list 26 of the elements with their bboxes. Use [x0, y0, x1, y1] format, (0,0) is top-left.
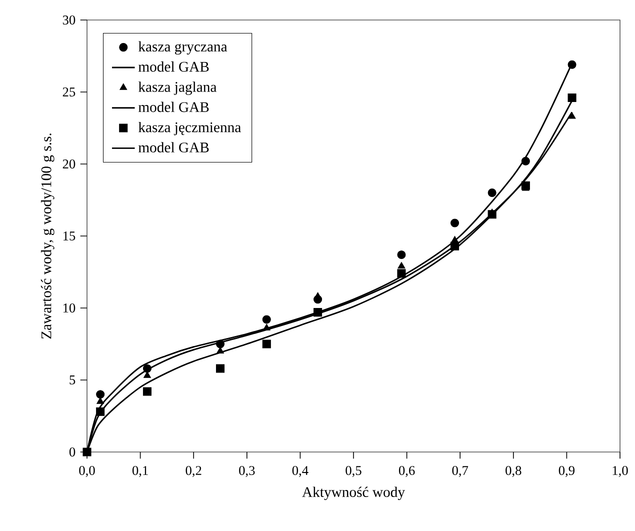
x-tick-label: 0,8 [506, 466, 522, 477]
x-tick-label: 0,5 [346, 466, 362, 477]
y-tick-label: 30 [62, 16, 76, 24]
x-tick-label: 1,0 [612, 466, 628, 477]
y-tick-label: 10 [63, 303, 76, 312]
x-tick-label: 0,3 [239, 466, 255, 477]
x-tick-label: 0,6 [398, 466, 415, 477]
legend-label: kasza gryczana [138, 41, 228, 55]
x-tick-label: 0,1 [132, 466, 148, 477]
legend-label: kasza jęczmienna [138, 122, 241, 136]
y-tick-label: 25 [62, 88, 76, 96]
legend-label: kasza jaglana [138, 82, 217, 95]
x-axis-title: Aktywność wody [302, 486, 405, 500]
legend-label: model GAB [138, 142, 209, 152]
x-tick-label: 0,0 [79, 466, 95, 477]
x-tick-label: 0,2 [186, 466, 202, 477]
y-tick-label: 15 [63, 232, 76, 240]
y-tick-label: 0 [69, 447, 76, 456]
legend-label: model GAB [138, 61, 209, 72]
x-tick-label: 0,9 [558, 466, 574, 477]
y-tick-label: 5 [70, 376, 76, 384]
y-axis-title: Zawartość wody, g wody/100 g s.s. [40, 134, 54, 339]
y-tick-label: 20 [62, 159, 76, 168]
x-tick-label: 0,7 [452, 466, 468, 477]
legend-label: model GAB [138, 102, 209, 112]
x-tick-label: 0,4 [292, 466, 308, 477]
